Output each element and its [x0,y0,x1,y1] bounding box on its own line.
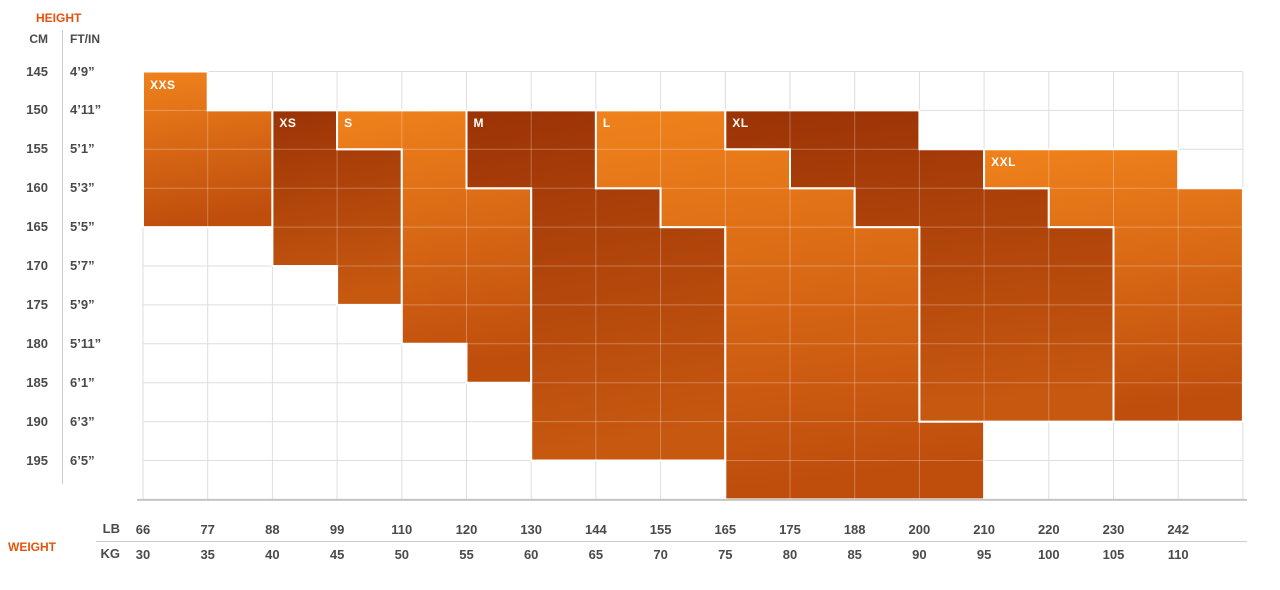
weight-tick-lb: 130 [520,522,543,537]
weight-tick-lb: 144 [585,522,607,537]
size-label-l: L [602,116,611,131]
height-tick-cm: 170 [26,258,48,273]
weight-tick-kg: 100 [1037,547,1060,562]
cm-unit-header: CM [29,32,48,46]
weight-tick-kg: 95 [976,547,992,562]
height-tick-ftin: 6’3” [70,413,95,429]
height-tick-ftin: 5’7” [70,258,95,273]
weight-tick-lb: 200 [908,522,931,537]
height-tick-ftin: 5’11” [70,335,102,351]
weight-tick-lb: 188 [843,522,866,537]
size-region-xxl [983,148,1244,423]
height-tick-cm: 150 [26,102,48,118]
height-tick-cm: 145 [26,63,48,79]
height-tick-ftin: 5’5” [70,219,95,235]
height-tick-ftin: 5’1” [70,141,95,157]
weight-tick-kg: 105 [1102,547,1125,562]
weight-tick-kg: 80 [782,547,798,562]
weight-tick-lb: 66 [135,522,151,537]
weight-tick-lb: 230 [1102,522,1125,537]
weight-tick-kg: 45 [329,547,345,562]
size-label-s: S [344,116,353,131]
height-tick-ftin: 5’3” [70,180,95,196]
weight-tick-kg: 65 [588,547,604,562]
weight-tick-lb: 220 [1037,522,1060,537]
size-label-xs: XS [279,116,297,131]
height-tick-cm: 165 [26,219,48,235]
height-tick-cm: 160 [26,180,48,196]
weight-tick-lb: 155 [649,522,672,537]
height-tick-cm: 185 [26,374,48,390]
height-axis-title: HEIGHT [36,11,82,25]
weight-tick-lb: 242 [1167,522,1190,537]
weight-tick-kg: 60 [523,547,539,562]
weight-tick-kg: 35 [200,547,215,562]
height-tick-ftin: 6’5” [70,452,95,468]
height-tick-cm: 195 [26,452,48,468]
size-label-xl: XL [732,116,749,131]
weight-tick-lb: 99 [329,522,345,537]
height-tick-ftin: 6’1” [70,374,95,390]
weight-tick-kg: 70 [653,547,668,562]
weight-tick-kg: 55 [459,547,474,562]
weight-tick-kg: 110 [1167,547,1189,562]
weight-axis-title: WEIGHT [8,540,56,554]
kg-unit-header: KG [100,546,121,561]
height-tick-cm: 155 [26,141,48,157]
weight-tick-lb: 120 [455,522,478,537]
weight-tick-lb: 110 [391,522,413,537]
size-label-m: M [473,116,484,131]
height-tick-ftin: 5’9” [70,296,95,312]
height-tick-ftin: 4’11” [70,102,102,118]
lb-unit-header: LB [102,521,120,536]
weight-tick-lb: 210 [973,522,995,537]
weight-tick-kg: 50 [394,547,410,562]
size-regions [142,70,1244,501]
weight-tick-kg: 90 [912,547,927,562]
weight-tick-lb: 77 [200,522,215,537]
weight-tick-kg: 30 [135,547,151,562]
height-tick-cm: 175 [26,296,48,312]
ftin-unit-header: FT/IN [70,32,100,46]
weight-tick-kg: 75 [718,547,733,562]
size-label-xxs: XXS [150,77,176,92]
weight-tick-lb: 165 [714,522,737,537]
size-label-xxl: XXL [991,155,1016,170]
weight-tick-lb: 88 [265,522,280,537]
height-tick-cm: 190 [26,413,48,429]
weight-tick-lb: 175 [779,522,801,537]
weight-tick-kg: 40 [265,547,280,562]
height-tick-cm: 180 [26,335,48,351]
weight-tick-kg: 85 [847,547,862,562]
height-tick-ftin: 4’9” [70,63,95,79]
